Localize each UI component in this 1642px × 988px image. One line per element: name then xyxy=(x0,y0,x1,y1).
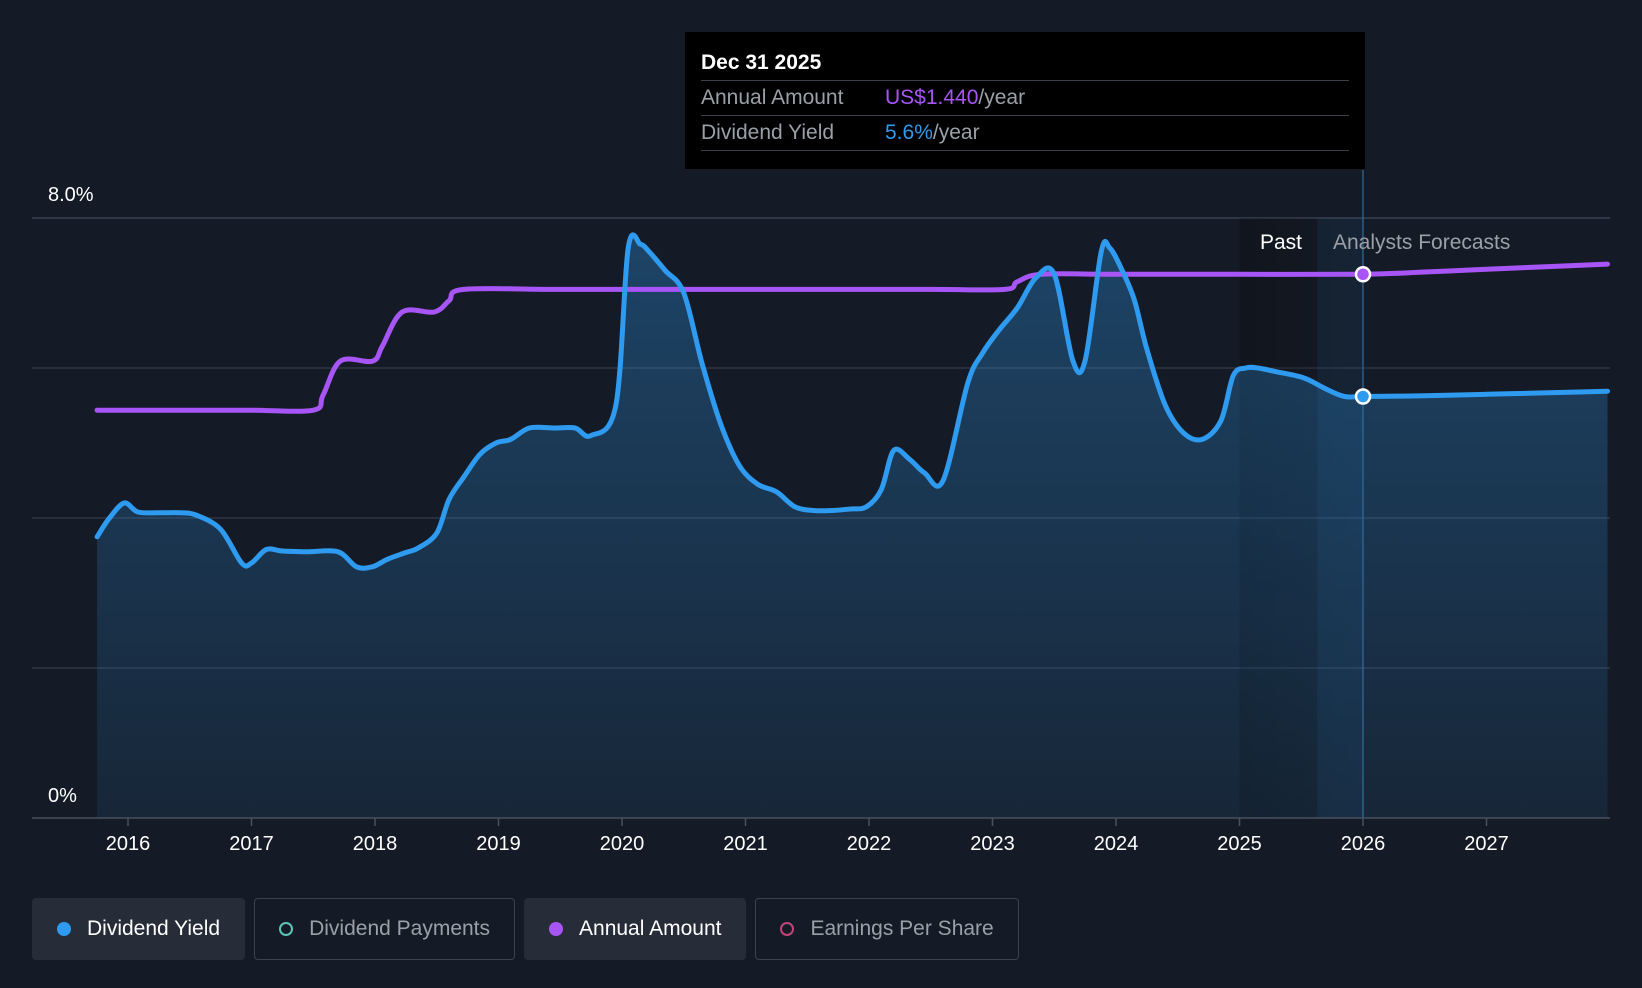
x-tick-label: 2021 xyxy=(723,833,768,855)
y-tick-label-bottom: 0% xyxy=(48,785,77,807)
x-tick-label: 2019 xyxy=(476,833,521,855)
legend: Dividend Yield Dividend Payments Annual … xyxy=(32,898,1019,960)
legend-label-earnings-per-share: Earnings Per Share xyxy=(810,917,994,940)
legend-label-dividend-yield: Dividend Yield xyxy=(87,917,221,940)
annual-amount-line xyxy=(94,261,1610,414)
x-tick-label: 2022 xyxy=(847,833,892,855)
legend-dot-annual-amount xyxy=(549,922,564,936)
legend-earnings-per-share[interactable]: Earnings Per Share xyxy=(755,898,1019,960)
legend-dividend-yield[interactable]: Dividend Yield xyxy=(32,898,246,960)
forecast-label: Analysts Forecasts xyxy=(1333,231,1510,254)
x-tick-label: 2020 xyxy=(600,833,645,855)
tooltip-date: Dec 31 2025 xyxy=(701,48,1349,81)
x-tick-label: 2025 xyxy=(1217,833,1262,855)
x-tick-label: 2024 xyxy=(1094,833,1139,855)
y-tick-label-top: 8.0% xyxy=(48,184,94,206)
legend-dot-dividend-yield xyxy=(57,922,71,936)
legend-dot-earnings-per-share xyxy=(780,922,795,936)
dividend-yield-line xyxy=(94,232,1610,571)
x-axis-ticks: 2016 2017 2018 2019 2020 2021 2022 2023 2024 2025… xyxy=(106,818,1509,855)
x-tick-label: 2017 xyxy=(229,833,274,855)
tooltip-annual-value: US$1.440 xyxy=(885,86,979,109)
x-tick-label: 2018 xyxy=(353,833,398,855)
annual-amount-marker[interactable] xyxy=(1354,266,1372,283)
tooltip: Dec 31 2025 Annual Amount US$1.440/year … xyxy=(685,32,1365,169)
x-tick-label: 2026 xyxy=(1341,833,1386,855)
tooltip-annual-unit: /year xyxy=(978,86,1026,109)
tooltip-annual-label: Annual Amount xyxy=(701,86,844,109)
legend-label-dividend-payments: Dividend Payments xyxy=(309,917,491,940)
past-label: Past xyxy=(1260,231,1302,254)
tooltip-annual-row: Annual Amount US$1.440/year xyxy=(701,81,1349,116)
tooltip-yield-unit: /year xyxy=(932,121,980,144)
tooltip-yield-value: 5.6% xyxy=(885,121,933,144)
legend-label-annual-amount: Annual Amount xyxy=(579,917,722,940)
legend-dot-dividend-payments xyxy=(279,922,294,936)
legend-dividend-payments[interactable]: Dividend Payments xyxy=(254,898,516,960)
tooltip-yield-row: Dividend Yield 5.6%/year xyxy=(701,116,1349,151)
x-tick-label: 2027 xyxy=(1464,833,1509,855)
dividend-yield-marker[interactable] xyxy=(1354,388,1372,405)
legend-annual-amount[interactable]: Annual Amount xyxy=(524,898,747,960)
dividend-yield-area xyxy=(97,234,1608,818)
x-tick-label: 2023 xyxy=(970,833,1015,855)
tooltip-yield-label: Dividend Yield xyxy=(701,121,835,144)
x-tick-label: 2016 xyxy=(106,833,151,855)
